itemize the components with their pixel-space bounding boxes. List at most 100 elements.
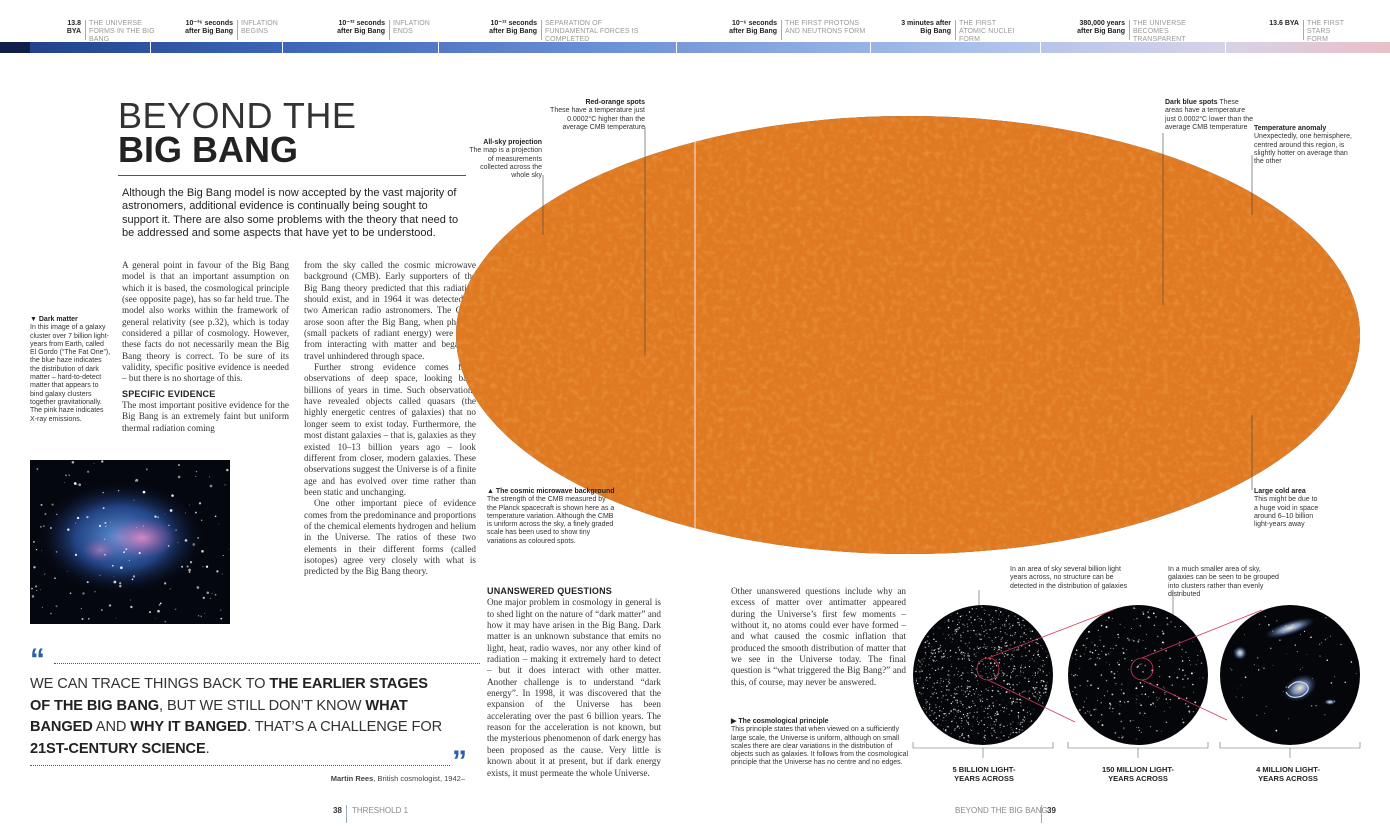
star-dot — [977, 732, 979, 734]
timeline-tick — [282, 40, 283, 55]
star-dot — [948, 620, 950, 622]
star-dot — [937, 668, 939, 670]
folio-left-text: THRESHOLD 1 — [352, 806, 409, 815]
timeline-tick — [150, 40, 151, 55]
star-dot — [1355, 673, 1357, 675]
star-dot — [930, 696, 932, 698]
star-dot — [33, 566, 36, 569]
star-dot — [1288, 718, 1289, 720]
quote-author: Martin Rees — [330, 774, 374, 783]
star-dot — [1020, 667, 1022, 669]
star-dot — [64, 482, 65, 483]
star-dot — [1011, 672, 1012, 674]
star-dot — [919, 691, 921, 694]
star-dot — [1033, 688, 1035, 690]
star-dot — [951, 720, 954, 722]
star-dot — [956, 686, 958, 688]
star-dot — [957, 619, 959, 621]
star-dot — [935, 688, 937, 690]
body-paragraph: from the sky called the cosmic microwave… — [304, 260, 476, 361]
star-dot — [1005, 654, 1007, 656]
star-dot — [992, 724, 994, 725]
star-dot — [969, 686, 971, 688]
star-dot — [1098, 657, 1101, 660]
star-dot — [1268, 624, 1270, 626]
star-dot — [1190, 664, 1192, 666]
star-dot — [925, 699, 927, 701]
star-dot — [945, 713, 946, 714]
star-dot — [950, 614, 952, 616]
star-dot — [984, 738, 987, 740]
star-dot — [1075, 649, 1078, 651]
star-dot — [993, 665, 995, 667]
star-dot — [50, 612, 52, 615]
star-dot — [75, 522, 77, 524]
star-dot — [1026, 655, 1027, 656]
star-dot — [74, 553, 78, 557]
star-dot — [1023, 641, 1025, 643]
star-dot — [1029, 630, 1031, 632]
star-dot — [933, 660, 935, 662]
star-dot — [971, 624, 973, 626]
star-dot — [981, 706, 982, 707]
star-dot — [1027, 678, 1029, 680]
star-dot — [202, 596, 205, 600]
star-dot — [56, 513, 58, 516]
star-dot — [975, 633, 977, 635]
star-dot — [1001, 624, 1003, 626]
star-dot — [1300, 634, 1301, 636]
star-dot — [1003, 654, 1004, 655]
star-dot — [967, 693, 970, 695]
caption-head: The cosmological principle — [738, 718, 829, 725]
star-dot — [1088, 658, 1090, 660]
star-dot — [943, 708, 944, 710]
star-dot — [1333, 676, 1336, 678]
star-dot — [1000, 669, 1003, 672]
timeline-time: 3 minutes after Big Bang — [892, 20, 956, 40]
star-dot — [1017, 711, 1020, 714]
star-dot — [926, 640, 928, 642]
sky-scale-circles — [912, 590, 1361, 758]
star-dot — [186, 565, 189, 568]
star-dot — [1023, 633, 1025, 635]
star-dot — [1178, 668, 1180, 670]
star-dot — [1182, 721, 1185, 724]
star-dot — [980, 634, 982, 636]
star-dot — [977, 694, 979, 696]
star-dot — [125, 548, 128, 551]
star-dot — [1315, 704, 1317, 707]
star-dot — [940, 719, 941, 721]
star-dot — [1045, 684, 1047, 686]
star-dot — [1105, 620, 1107, 621]
star-dot — [948, 683, 950, 684]
star-dot — [1147, 611, 1149, 613]
star-dot — [915, 682, 917, 684]
timeline-event: 10⁻⁶ seconds after Big Bang The first pr… — [718, 20, 872, 42]
star-dot — [998, 648, 1000, 651]
star-dot — [1115, 644, 1118, 647]
star-dot — [1173, 672, 1175, 673]
star-dot — [1000, 723, 1002, 725]
star-dot — [1008, 616, 1010, 618]
star-dot — [941, 668, 943, 670]
label-all-sky: All-sky projection The map is a projecti… — [466, 139, 542, 180]
star-dot — [175, 529, 177, 531]
star-dot — [928, 642, 930, 645]
star-dot — [954, 728, 956, 730]
star-dot — [924, 658, 925, 659]
star-dot — [1123, 728, 1125, 730]
star-dot — [1263, 667, 1265, 669]
star-dot — [986, 632, 988, 634]
star-dot — [991, 676, 992, 677]
star-dot — [1000, 627, 1001, 628]
title-bold: BIG BANG — [118, 129, 298, 170]
star-dot — [1326, 638, 1328, 639]
star-dot — [993, 637, 995, 639]
star-dot — [1168, 675, 1171, 678]
star-dot — [1019, 698, 1021, 700]
star-dot — [1122, 652, 1125, 654]
star-dot — [1009, 733, 1011, 736]
star-dot — [995, 647, 997, 649]
star-dot — [1003, 655, 1006, 657]
star-dot — [1037, 651, 1039, 653]
